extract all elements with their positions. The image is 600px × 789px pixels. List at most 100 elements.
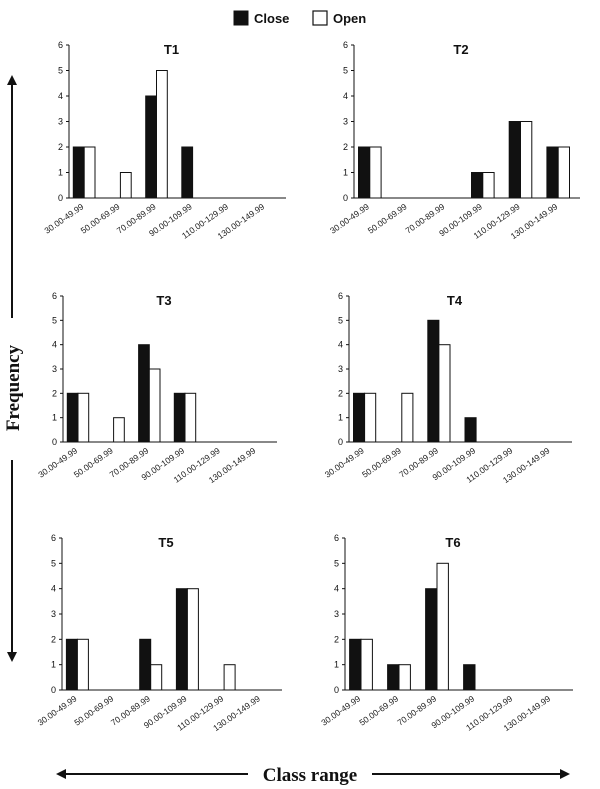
bar-close — [471, 172, 484, 199]
panel-title: T1 — [164, 42, 179, 57]
y-tick-label: 4 — [51, 584, 56, 594]
bar-close — [358, 146, 371, 199]
bar-open — [119, 172, 132, 199]
y-tick-label: 6 — [58, 40, 63, 50]
bar-open — [398, 664, 411, 691]
bar-close — [72, 146, 85, 199]
panel-title: T2 — [453, 42, 468, 57]
y-tick-label: 5 — [58, 66, 63, 76]
y-tick-label: 0 — [338, 437, 343, 447]
bar-open — [360, 638, 373, 691]
y-tick-label: 0 — [52, 437, 57, 447]
y-axis-label: Frequency — [3, 344, 24, 431]
y-tick-label: 1 — [58, 168, 63, 178]
panel-title: T4 — [447, 293, 463, 308]
y-tick-label: 5 — [343, 66, 348, 76]
bar-open — [401, 392, 414, 443]
chart-panel-t4: T4012345630.00-49.9950.00-69.9970.00-89.… — [323, 291, 572, 485]
y-tick-label: 6 — [338, 291, 343, 301]
bar-close — [175, 588, 188, 691]
bar-close — [546, 146, 559, 199]
chart-panel-t6: T6012345630.00-49.9950.00-69.9970.00-89.… — [319, 533, 573, 733]
y-tick-label: 0 — [51, 685, 56, 695]
bar-close — [508, 121, 522, 199]
bar-close — [65, 638, 78, 691]
legend: Close Open — [233, 10, 366, 26]
bar-open — [76, 638, 89, 691]
y-tick-label: 2 — [338, 388, 343, 398]
category-label: 50.00-69.99 — [79, 201, 122, 235]
y-tick-label: 0 — [58, 193, 63, 203]
bar-open — [150, 664, 163, 691]
bar-open — [223, 664, 236, 691]
bar-open — [436, 562, 449, 691]
category-label: 30.00-49.99 — [323, 445, 366, 479]
y-tick-label: 6 — [343, 40, 348, 50]
y-tick-label: 3 — [58, 117, 63, 127]
bar-close — [145, 95, 157, 199]
chart-panels: T1012345630.00-49.9950.00-69.9970.00-89.… — [36, 40, 580, 733]
y-tick-label: 5 — [338, 315, 343, 325]
y-tick-label: 0 — [343, 193, 348, 203]
category-label: 50.00-69.99 — [366, 201, 409, 235]
panel-title: T6 — [445, 535, 460, 550]
y-tick-label: 3 — [51, 609, 56, 619]
y-tick-label: 2 — [343, 142, 348, 152]
y-tick-label: 4 — [334, 584, 339, 594]
y-axis-annotation: Frequency — [3, 75, 24, 662]
y-tick-label: 5 — [334, 558, 339, 568]
legend-open-label: Open — [333, 11, 366, 26]
chart-panel-t3: T3012345630.00-49.9950.00-69.9970.00-89.… — [36, 291, 277, 485]
bar-open — [77, 392, 90, 443]
bar-open — [148, 368, 161, 443]
bar-open — [83, 146, 96, 199]
bar-open — [113, 417, 125, 443]
bar-open — [186, 588, 199, 691]
y-tick-label: 4 — [343, 91, 348, 101]
y-tick-label: 1 — [51, 660, 56, 670]
bar-open — [184, 392, 197, 443]
y-tick-label: 1 — [338, 413, 343, 423]
y-tick-label: 6 — [52, 291, 57, 301]
category-label: 50.00-69.99 — [357, 693, 400, 727]
bar-close — [425, 588, 438, 691]
bar-close — [463, 664, 476, 691]
y-tick-label: 3 — [338, 364, 343, 374]
bar-close — [138, 344, 150, 443]
y-tick-label: 5 — [51, 558, 56, 568]
y-tick-label: 3 — [343, 117, 348, 127]
x-axis-label: Class range — [263, 765, 357, 786]
y-tick-label: 2 — [58, 142, 63, 152]
y-tick-label: 4 — [52, 340, 57, 350]
y-tick-label: 5 — [52, 315, 57, 325]
bar-open — [520, 121, 533, 199]
bar-open — [364, 392, 377, 443]
y-tick-label: 1 — [343, 168, 348, 178]
category-label: 30.00-49.99 — [36, 693, 79, 727]
bar-close — [139, 638, 152, 691]
panel-title: T3 — [156, 293, 171, 308]
legend-close-swatch — [233, 10, 249, 26]
legend-close-label: Close — [254, 11, 289, 26]
y-tick-label: 1 — [52, 413, 57, 423]
bar-open — [156, 70, 168, 199]
chart-panel-t1: T1012345630.00-49.9950.00-69.9970.00-89.… — [42, 40, 286, 241]
y-tick-label: 2 — [51, 634, 56, 644]
bar-close — [349, 638, 362, 691]
category-label: 30.00-49.99 — [319, 693, 362, 727]
y-tick-label: 3 — [334, 609, 339, 619]
bar-close — [173, 392, 186, 443]
bar-close — [427, 319, 440, 443]
category-label: 50.00-69.99 — [360, 445, 403, 479]
chart-panel-t2: T2012345630.00-49.9950.00-69.9970.00-89.… — [328, 40, 580, 241]
y-tick-label: 6 — [51, 533, 56, 543]
category-label: 50.00-69.99 — [72, 693, 115, 727]
panel-title: T5 — [158, 535, 173, 550]
bar-close — [66, 392, 79, 443]
bar-open — [482, 172, 495, 199]
bar-open — [557, 146, 571, 199]
x-axis-annotation: Class range — [56, 765, 570, 786]
chart-panel-t5: T5012345630.00-49.9950.00-69.9970.00-89.… — [36, 533, 282, 733]
bar-close — [181, 146, 194, 199]
